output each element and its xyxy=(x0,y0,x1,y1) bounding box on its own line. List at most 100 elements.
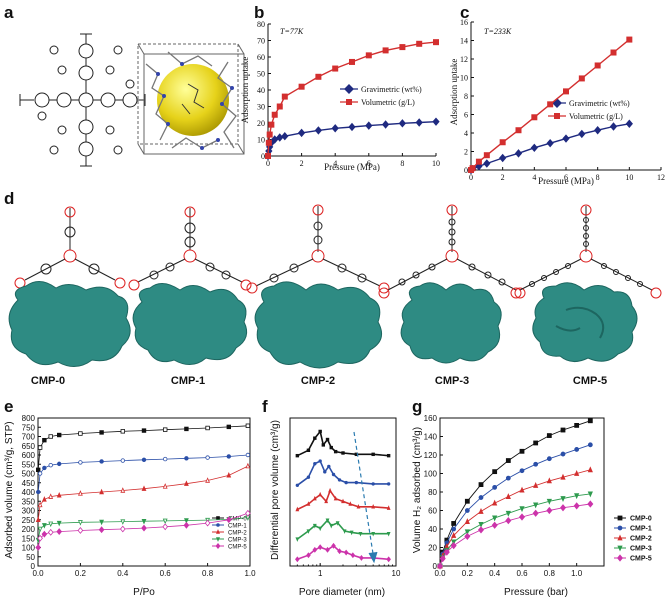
e-s3-point-7 xyxy=(120,519,126,525)
f-s1-point-2 xyxy=(313,462,317,466)
e-s3-point-8 xyxy=(141,519,147,525)
c-ytick-1: 2 xyxy=(464,148,468,157)
f-s4-point-2 xyxy=(312,546,318,553)
c-s0-point-6 xyxy=(530,143,538,153)
f-s3-point-1 xyxy=(306,529,311,534)
panel-label-e: e xyxy=(4,397,13,416)
b-s1-point-5 xyxy=(276,103,283,110)
c-s1-point-12 xyxy=(626,36,633,43)
e-s1-point-8 xyxy=(141,457,147,463)
e-s1-point-0 xyxy=(36,489,41,495)
e-s1-point-10 xyxy=(184,456,189,461)
g-s4-point-1 xyxy=(439,554,446,563)
chart-e: 0.0 0.2 0.4 0.6 0.8 1.00501001502002503003504… xyxy=(4,414,256,598)
f-s2-point-8 xyxy=(348,501,353,506)
g-s2-point-8 xyxy=(519,486,525,493)
g-xtick-2: 0.4 xyxy=(489,569,501,578)
g-s3-point-8 xyxy=(519,506,525,513)
e-ytick-11: 550 xyxy=(22,460,36,469)
panel-a-molecule xyxy=(19,33,245,167)
e-s2-point-2 xyxy=(41,496,47,502)
e-ytick-0: 0 xyxy=(31,562,36,571)
f-s2-point-5 xyxy=(328,487,332,493)
cmp0-structure xyxy=(8,206,131,367)
f-s4-point-8 xyxy=(350,552,356,559)
b-s1-point-11 xyxy=(365,52,372,59)
f-s0-point-5 xyxy=(325,437,330,442)
f-s2-point-3 xyxy=(318,491,323,497)
e-legend-4: CMP-5 xyxy=(228,545,247,551)
e-legend-marker-3 xyxy=(215,537,221,542)
f-s1-point-3 xyxy=(318,459,322,463)
g-s0-point-3 xyxy=(451,521,457,526)
g-ytick-8: 160 xyxy=(424,414,438,423)
e-legend-marker-1 xyxy=(216,523,220,527)
c-s0-point-8 xyxy=(562,134,570,143)
e-ytick-2: 100 xyxy=(22,544,36,553)
g-s1-point-5 xyxy=(478,495,484,500)
e-legend-2: CMP-2 xyxy=(228,531,247,537)
f-s3-point-9 xyxy=(358,532,363,537)
c-ytick-5: 10 xyxy=(460,74,468,83)
b-ylabel: Adsorption uptake xyxy=(240,57,250,124)
g-s4-point-5 xyxy=(477,526,485,534)
g-s1-point-9 xyxy=(533,461,539,467)
panel-label-a: a xyxy=(4,3,14,22)
cmp-label-2: CMP-2 xyxy=(301,375,335,387)
b-s0-point-9 xyxy=(331,124,339,133)
e-xtick-2: 0.4 xyxy=(117,569,129,578)
c-xtick-6: 12 xyxy=(657,173,665,182)
f-s1-point-7 xyxy=(337,478,342,482)
panel-label-c: c xyxy=(460,3,469,22)
e-legend-marker-0 xyxy=(216,516,220,520)
e-s1-point-1 xyxy=(37,471,43,476)
f-s1-point-1 xyxy=(306,475,311,479)
b-series-1-line xyxy=(267,41,437,157)
e-legend-3: CMP-3 xyxy=(228,538,247,544)
g-legend-marker-1 xyxy=(617,525,623,531)
panel-label-b: b xyxy=(254,3,264,22)
f-s3-point-4 xyxy=(325,518,330,524)
f-s2-point-4 xyxy=(324,498,329,504)
e-s0-point-12 xyxy=(226,424,231,430)
e-s0-point-9 xyxy=(162,427,168,432)
b-s0-point-6 xyxy=(281,131,289,141)
b-s1-point-12 xyxy=(382,47,389,54)
f-xtick-0: 1 xyxy=(318,569,323,578)
g-legend-marker-3 xyxy=(617,545,623,552)
c-xtick-4: 8 xyxy=(596,173,600,182)
b-xtick-5: 10 xyxy=(432,159,440,168)
f-s3-point-5 xyxy=(329,523,334,529)
g-s4-point-13 xyxy=(587,500,594,508)
e-s0-point-0 xyxy=(36,467,41,472)
e-ytick-10: 500 xyxy=(22,470,36,479)
c-ytick-6: 12 xyxy=(460,55,468,64)
b-legend-0: Gravimetric (wt%) xyxy=(361,85,422,94)
f-s0-point-8 xyxy=(341,451,345,455)
c-ylabel: Adsorption uptake xyxy=(449,59,459,126)
b-annotation: T=77K xyxy=(280,27,304,36)
c-s1-point-11 xyxy=(610,49,617,56)
b-ytick-1: 10 xyxy=(257,136,265,145)
g-s0-point-11 xyxy=(560,427,566,433)
f-s4-point-3 xyxy=(317,544,323,551)
f-s1-point-0 xyxy=(295,483,300,487)
e-s0-point-8 xyxy=(141,428,147,433)
b-s0-point-14 xyxy=(415,118,423,127)
panel-label-d: d xyxy=(4,189,14,208)
c-s0-point-10 xyxy=(594,126,602,135)
e-ytick-4: 200 xyxy=(22,525,36,534)
c-s0-point-12 xyxy=(625,119,633,128)
g-s3-point-12 xyxy=(574,493,580,500)
f-s4-point-11 xyxy=(386,556,391,563)
cmp1-structure xyxy=(128,206,252,365)
g-s4-point-10 xyxy=(546,506,553,515)
b-ytick-2: 20 xyxy=(257,119,265,128)
cmp3-structure xyxy=(378,204,526,364)
c-s0-point-5 xyxy=(514,149,523,158)
g-legend-marker-2 xyxy=(617,534,623,541)
pore-sphere xyxy=(157,64,229,136)
b-s0-point-7 xyxy=(297,128,306,138)
